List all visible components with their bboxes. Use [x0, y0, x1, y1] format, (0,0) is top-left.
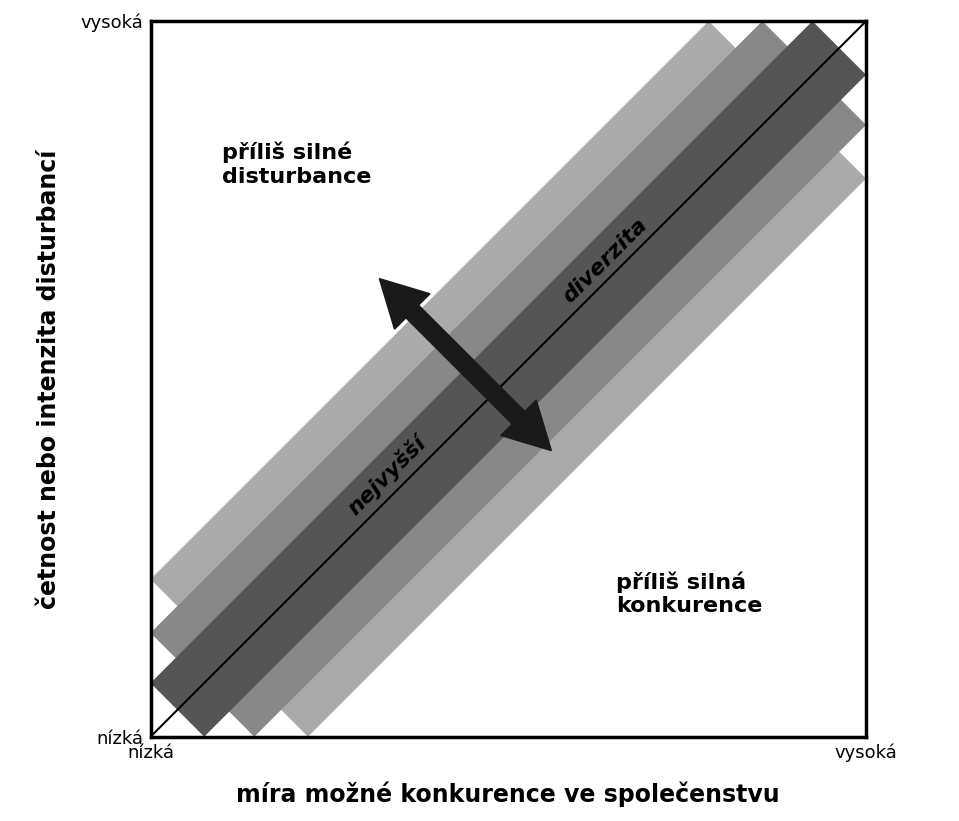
- FancyArrow shape: [459, 358, 551, 451]
- Polygon shape: [151, 21, 866, 736]
- Polygon shape: [151, 21, 866, 736]
- Text: příliš silná
konkurence: příliš silná konkurence: [616, 571, 762, 616]
- FancyArrow shape: [380, 278, 472, 371]
- Polygon shape: [151, 21, 866, 736]
- Text: diverzita: diverzita: [559, 215, 651, 307]
- Y-axis label: četnost nebo intenzita disturbancí: četnost nebo intenzita disturbancí: [37, 149, 61, 608]
- Text: nejvyšší: nejvyšší: [343, 432, 431, 519]
- X-axis label: míra možné konkurence ve společenstvu: míra možné konkurence ve společenstvu: [237, 782, 780, 807]
- Text: příliš silné
disturbance: příliš silné disturbance: [222, 142, 371, 186]
